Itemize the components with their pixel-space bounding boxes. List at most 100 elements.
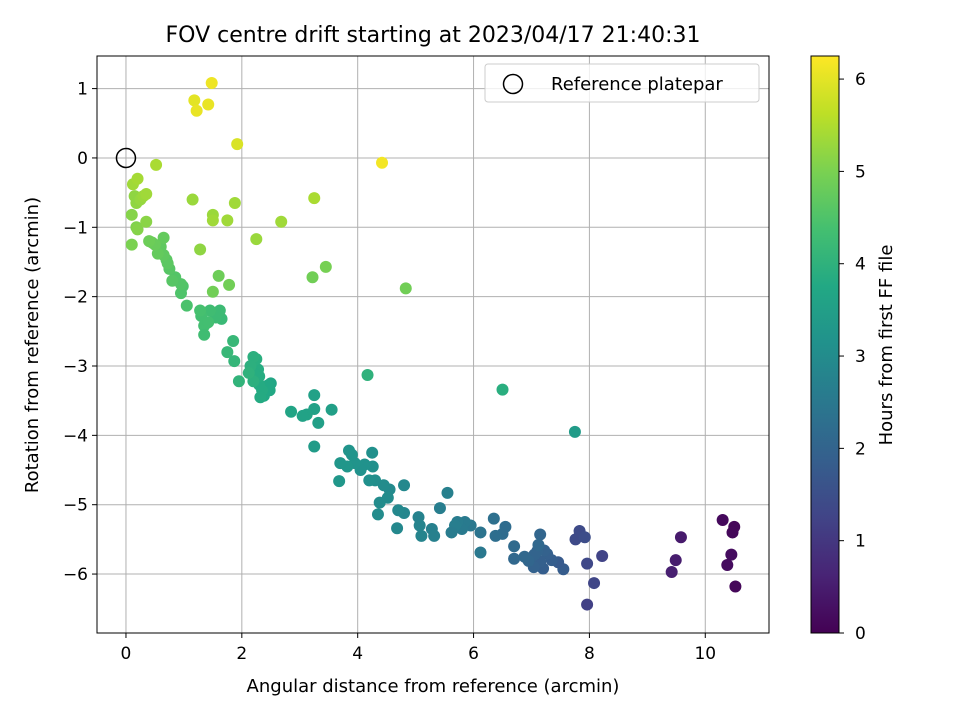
data-point xyxy=(203,304,216,317)
data-point xyxy=(254,391,267,404)
data-point xyxy=(489,529,502,542)
data-point xyxy=(428,529,441,542)
data-point xyxy=(508,552,521,565)
data-point xyxy=(227,335,240,348)
data-point xyxy=(231,138,244,151)
data-point xyxy=(247,350,260,363)
data-point xyxy=(674,531,687,544)
data-point xyxy=(726,526,739,539)
data-point xyxy=(581,598,594,611)
data-point xyxy=(125,208,138,221)
data-point xyxy=(596,550,609,563)
data-point xyxy=(474,526,487,539)
data-point xyxy=(518,550,531,563)
data-point xyxy=(157,231,170,244)
data-point xyxy=(131,223,144,236)
data-point xyxy=(534,528,547,541)
x-tick-label: 6 xyxy=(468,644,479,664)
data-point xyxy=(391,522,404,535)
data-point xyxy=(532,538,545,551)
data-point xyxy=(665,565,678,578)
data-point xyxy=(228,355,241,368)
data-point xyxy=(487,512,500,525)
colorbar-tick-label: 4 xyxy=(855,255,866,275)
data-point xyxy=(581,557,594,570)
data-point xyxy=(376,156,389,169)
data-point xyxy=(228,197,241,210)
data-point xyxy=(716,513,729,526)
data-point xyxy=(131,172,144,185)
data-point xyxy=(415,529,428,542)
data-point xyxy=(125,238,138,251)
data-point xyxy=(568,425,581,438)
y-axis-ticks: −6 −5 −4 −3 −2 −1 0 1 xyxy=(63,80,97,585)
x-tick-label: 2 xyxy=(236,644,247,664)
data-point xyxy=(242,366,255,379)
colorbar-gradient xyxy=(810,55,840,634)
colorbar-tick-label: 1 xyxy=(855,532,866,552)
data-point xyxy=(194,243,207,256)
data-point xyxy=(275,215,288,228)
data-point xyxy=(194,304,207,317)
data-point xyxy=(578,531,591,544)
data-point xyxy=(721,559,734,572)
y-tick-label: −3 xyxy=(63,357,88,377)
data-point xyxy=(413,519,426,532)
data-point xyxy=(198,328,211,341)
data-point xyxy=(221,214,234,227)
data-point xyxy=(399,282,412,295)
data-point xyxy=(669,554,682,567)
y-axis-label: Rotation from reference (arcmin) xyxy=(22,197,43,493)
x-axis-label: Angular distance from reference (arcmin) xyxy=(247,676,620,697)
data-point xyxy=(202,316,215,329)
data-point xyxy=(206,214,219,227)
y-tick-label: −6 xyxy=(63,565,88,585)
data-point xyxy=(166,274,179,287)
data-point xyxy=(398,479,411,492)
data-point xyxy=(392,504,405,517)
y-tick-label: −4 xyxy=(63,426,88,446)
data-point xyxy=(308,192,321,205)
data-point xyxy=(285,405,298,418)
data-point xyxy=(588,577,601,590)
data-point xyxy=(312,416,325,429)
data-point xyxy=(140,215,153,228)
y-tick-label: 1 xyxy=(77,80,88,100)
legend-box xyxy=(484,63,760,103)
data-point xyxy=(140,188,153,201)
data-point xyxy=(151,247,164,260)
data-point xyxy=(508,540,521,553)
data-point xyxy=(250,233,263,246)
data-point xyxy=(223,278,236,291)
x-tick-label: 10 xyxy=(694,644,716,664)
data-point xyxy=(729,580,742,593)
legend: Reference platepar xyxy=(484,63,760,103)
data-point xyxy=(445,526,458,539)
data-point xyxy=(334,457,347,470)
data-point xyxy=(190,104,203,117)
data-point xyxy=(363,474,376,487)
y-tick-label: −2 xyxy=(63,288,88,308)
colorbar-tick-label: 3 xyxy=(855,347,866,367)
data-points xyxy=(125,77,742,611)
legend-reference-marker xyxy=(502,73,524,95)
x-axis-ticks: 0 2 4 6 8 10 xyxy=(121,633,716,664)
data-point xyxy=(306,271,319,284)
data-point xyxy=(202,98,215,111)
reference-platepar-marker xyxy=(115,147,137,169)
data-point xyxy=(180,299,193,312)
colorbar: 0 1 2 3 4 5 6 Hours from first FF file xyxy=(810,55,897,644)
data-point xyxy=(325,403,338,416)
data-point xyxy=(205,77,218,90)
y-tick-label: −1 xyxy=(63,218,88,238)
colorbar-ticks: 0 1 2 3 4 5 6 xyxy=(839,70,866,644)
colorbar-tick-label: 0 xyxy=(855,624,866,644)
data-point xyxy=(308,440,321,453)
data-point xyxy=(296,409,309,422)
data-point xyxy=(232,375,245,388)
data-point xyxy=(725,548,738,561)
data-point xyxy=(433,502,446,515)
data-point xyxy=(474,546,487,559)
colorbar-tick-label: 2 xyxy=(855,439,866,459)
